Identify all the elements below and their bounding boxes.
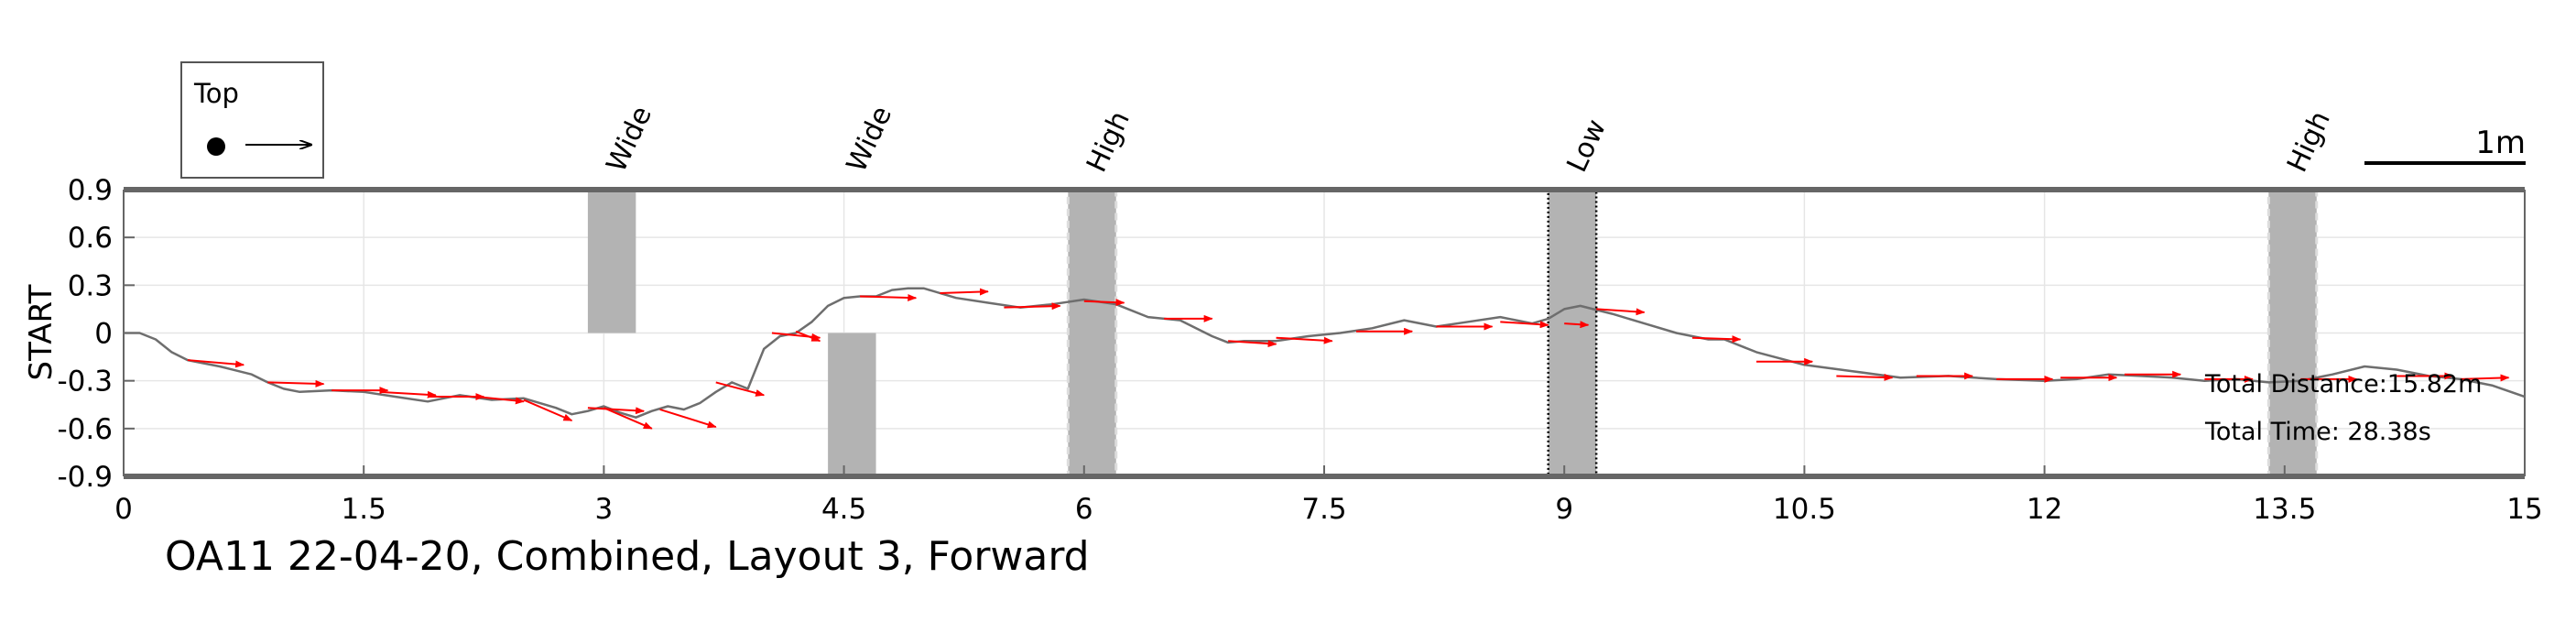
heading-arrow	[1276, 336, 1333, 344]
x-tick-label: 7.5	[1301, 493, 1346, 526]
y-axis-label: START	[23, 284, 60, 380]
heading-arrow	[1004, 302, 1061, 311]
heading-arrows	[187, 288, 2510, 430]
y-tick-label: -0.9	[58, 461, 114, 494]
heading-arrow	[2461, 374, 2510, 382]
y-tick-label: -0.3	[58, 366, 114, 398]
heading-arrow	[1596, 308, 1646, 316]
heading-arrow	[475, 396, 525, 405]
heading-arrow	[1083, 299, 1125, 307]
legend: Top	[180, 61, 324, 179]
x-tick-label: 12	[2027, 493, 2062, 526]
heading-arrow	[1500, 321, 1549, 329]
obstacle-label-wide: Wide	[841, 102, 898, 178]
heading-arrow	[603, 407, 653, 430]
obstacle-label-wide: Wide	[601, 102, 658, 178]
heading-arrow	[379, 390, 437, 398]
chart-title: OA11 22-04-20, Combined, Layout 3, Forwa…	[165, 533, 1090, 580]
obstacle-high	[2266, 188, 2319, 478]
x-tick-label: 3	[595, 493, 614, 526]
y-tick-label: 0	[94, 318, 113, 351]
heading-arrow	[1228, 340, 1277, 348]
legend-box	[180, 61, 324, 179]
y-tick-label: 0.3	[68, 269, 113, 302]
x-tick-label: 15	[2506, 493, 2542, 526]
tick-labels: 0 1.5 3 4.5 6 7.5 9 10.5 12 13.5 15 0.9 0.6 0.3 0 -0.3 -…	[58, 174, 2543, 526]
obstacle-label-high: High	[1081, 106, 1136, 177]
obstacle-label-low: Low	[1560, 115, 1613, 177]
obstacle-wide	[587, 190, 636, 333]
heading-arrow	[715, 381, 766, 397]
y-tick-label: 0.9	[68, 174, 113, 207]
heading-arrow	[1692, 335, 1742, 344]
heading-arrow	[587, 407, 646, 415]
x-tick-label: 9	[1555, 493, 1573, 526]
axes	[123, 187, 2526, 479]
obstacle-high	[1066, 188, 1118, 478]
grid	[123, 189, 2526, 477]
x-tick-label: 10.5	[1773, 493, 1836, 526]
heading-arrow	[187, 359, 245, 368]
x-tick-label: 0	[114, 493, 133, 526]
heading-arrow	[267, 379, 325, 387]
y-tick-label: -0.6	[58, 413, 114, 446]
scale-bar: 1m	[2364, 125, 2526, 165]
heading-arrow	[659, 409, 717, 429]
y-tick-label: 0.6	[68, 222, 113, 255]
obstacles: Wide Wide High Low High	[587, 102, 2337, 478]
heading-arrow	[860, 293, 918, 301]
legend-title: Top	[193, 78, 239, 109]
scale-bar-label: 1m	[2475, 125, 2526, 161]
annotation-total-time: Total Time: 28.38s	[2204, 418, 2431, 446]
annotation-total-distance: Total Distance:15.82m	[2204, 370, 2482, 398]
x-tick-label: 13.5	[2253, 493, 2316, 526]
x-tick-label: 4.5	[821, 493, 866, 526]
heading-arrow	[940, 288, 989, 296]
obstacle-low	[1547, 188, 1598, 478]
heading-arrow	[795, 330, 821, 343]
obstacle-wide	[828, 333, 876, 476]
legend-position-marker	[207, 137, 225, 156]
x-tick-label: 6	[1075, 493, 1093, 526]
heading-arrow	[1836, 373, 1894, 381]
heading-arrow	[1564, 321, 1590, 329]
x-tick-label: 1.5	[342, 493, 386, 526]
obstacle-label-high: High	[2281, 106, 2337, 177]
heading-arrow	[523, 398, 573, 422]
